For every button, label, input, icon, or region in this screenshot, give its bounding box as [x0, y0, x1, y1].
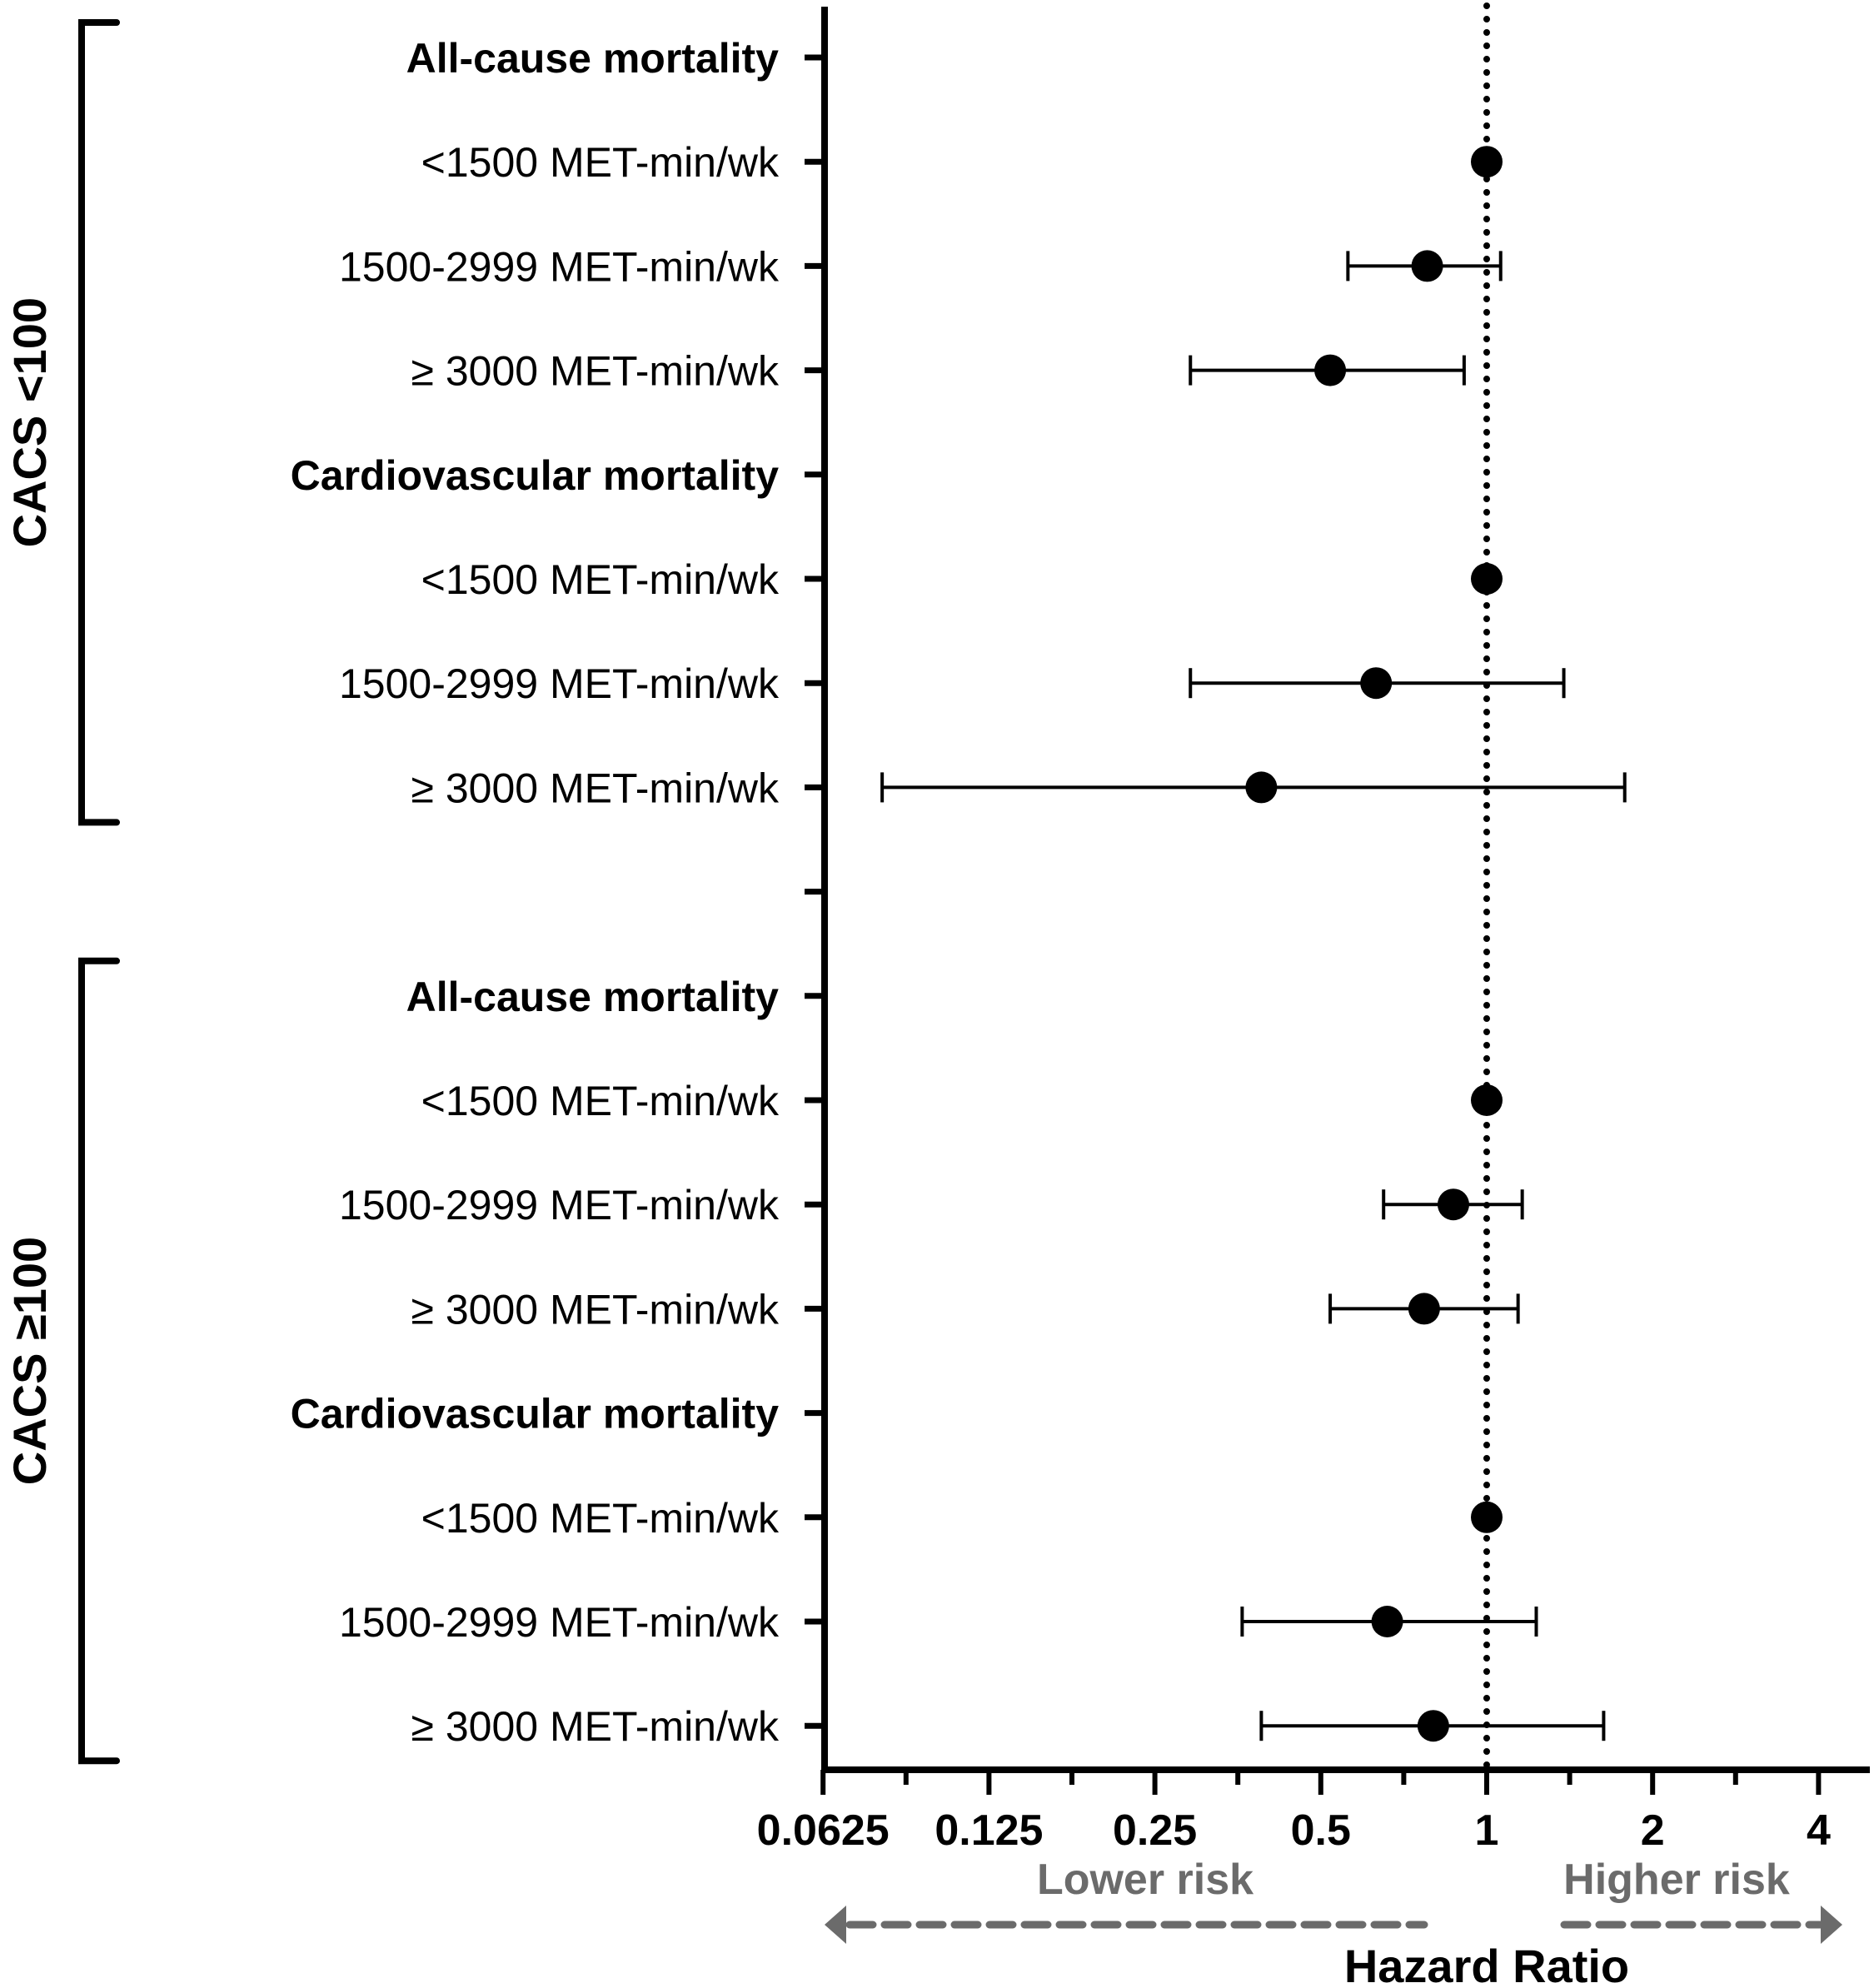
group-label: CACS <100 [3, 297, 56, 547]
outcome-header-label: All-cause mortality [406, 974, 780, 1020]
x-tick-label: 0.0625 [757, 1806, 890, 1855]
x-tick-labels: 0.0625 0.125 0.25 0.5 1 2 4 [757, 1806, 1831, 1855]
category-label: ≥ 3000 MET-min/wk [411, 1703, 780, 1750]
hazard-ratio-point [1471, 563, 1503, 595]
category-label: <1500 MET-min/wk [421, 1495, 780, 1542]
category-label: <1500 MET-min/wk [421, 1078, 780, 1124]
hazard-ratio-point [1245, 771, 1278, 804]
hazard-ratio-point [1371, 1606, 1403, 1637]
x-tick-label: 1 [1475, 1806, 1499, 1855]
category-label: 1500-2999 MET-min/wk [339, 243, 780, 290]
hazard-ratio-point [1417, 1710, 1449, 1742]
lower-risk-label: Lower risk [1037, 1856, 1253, 1904]
x-tick-label: 0.5 [1291, 1806, 1351, 1855]
data-marks [880, 146, 1627, 1742]
lower-risk-arrowhead-icon [825, 1906, 846, 1944]
hazard-ratio-point [1471, 1084, 1503, 1116]
outcome-header-label: All-cause mortality [406, 35, 780, 82]
group-label: CACS ≥100 [3, 1237, 56, 1485]
outcome-header-label: Cardiovascular mortality [291, 452, 780, 499]
outcome-header-label: Cardiovascular mortality [291, 1391, 780, 1437]
category-label: <1500 MET-min/wk [421, 556, 780, 603]
hazard-ratio-point [1471, 1501, 1503, 1533]
category-label: <1500 MET-min/wk [421, 139, 780, 186]
hazard-ratio-point [1411, 250, 1443, 282]
higher-risk-label: Higher risk [1563, 1856, 1790, 1904]
x-axis-title: Hazard Ratio [1344, 1940, 1629, 1988]
category-label: ≥ 3000 MET-min/wk [411, 348, 780, 395]
category-label: ≥ 3000 MET-min/wk [411, 1286, 780, 1333]
hazard-ratio-point [1471, 146, 1503, 178]
x-tick-label: 0.25 [1113, 1806, 1197, 1855]
category-label: 1500-2999 MET-min/wk [339, 1599, 780, 1646]
category-label: 1500-2999 MET-min/wk [339, 1182, 780, 1228]
risk-annotations: Lower risk Higher risk [825, 1856, 1842, 1944]
category-label: 1500-2999 MET-min/wk [339, 660, 780, 707]
x-tick-label: 4 [1807, 1806, 1831, 1855]
group-bracket [78, 19, 120, 826]
hazard-ratio-point [1360, 667, 1393, 700]
x-tick-label: 2 [1641, 1806, 1665, 1855]
axes [805, 7, 1870, 1795]
group-bracket [78, 957, 120, 1765]
hazard-ratio-point [1314, 354, 1347, 386]
hazard-ratio-point [1408, 1293, 1440, 1325]
hazard-ratio-point [1437, 1188, 1469, 1221]
row-labels: All-cause mortality <1500 MET-min/wk 1500-… [291, 35, 780, 1750]
category-label: ≥ 3000 MET-min/wk [411, 765, 780, 811]
x-tick-label: 0.125 [935, 1806, 1043, 1855]
group-brackets: CACS <100 CACS ≥100 [3, 19, 120, 1765]
higher-risk-arrowhead-icon [1821, 1906, 1842, 1944]
